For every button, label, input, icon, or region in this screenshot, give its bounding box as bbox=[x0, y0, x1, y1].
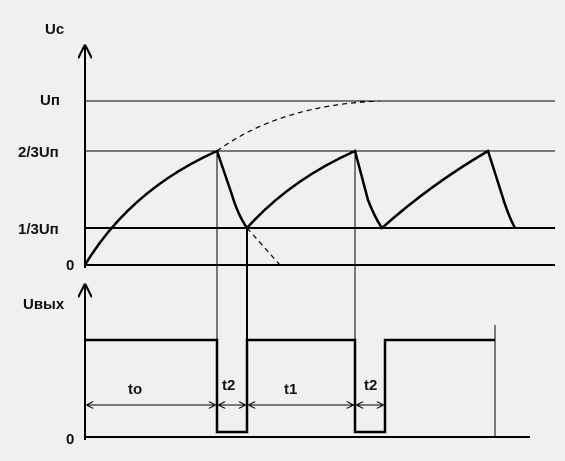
interval-label: t2 bbox=[364, 377, 377, 394]
interval-label: t2 bbox=[222, 377, 235, 394]
level-label: 1/3Uп bbox=[18, 221, 59, 238]
charge-asymptote bbox=[216, 100, 381, 152]
level-label: 2/3Uп bbox=[18, 144, 59, 161]
axis-label: Uc bbox=[45, 21, 64, 38]
output-pulse bbox=[85, 338, 495, 434]
level-label: Uп bbox=[40, 92, 60, 109]
discharge-continuation bbox=[246, 227, 281, 266]
capacitor-voltage bbox=[83, 149, 517, 266]
interval-label: t1 bbox=[284, 381, 297, 398]
level-label: 0 bbox=[66, 257, 74, 274]
level-label: 0 bbox=[66, 431, 74, 448]
interval-label: tо bbox=[128, 381, 142, 398]
axis-label: Uвых bbox=[23, 296, 65, 313]
